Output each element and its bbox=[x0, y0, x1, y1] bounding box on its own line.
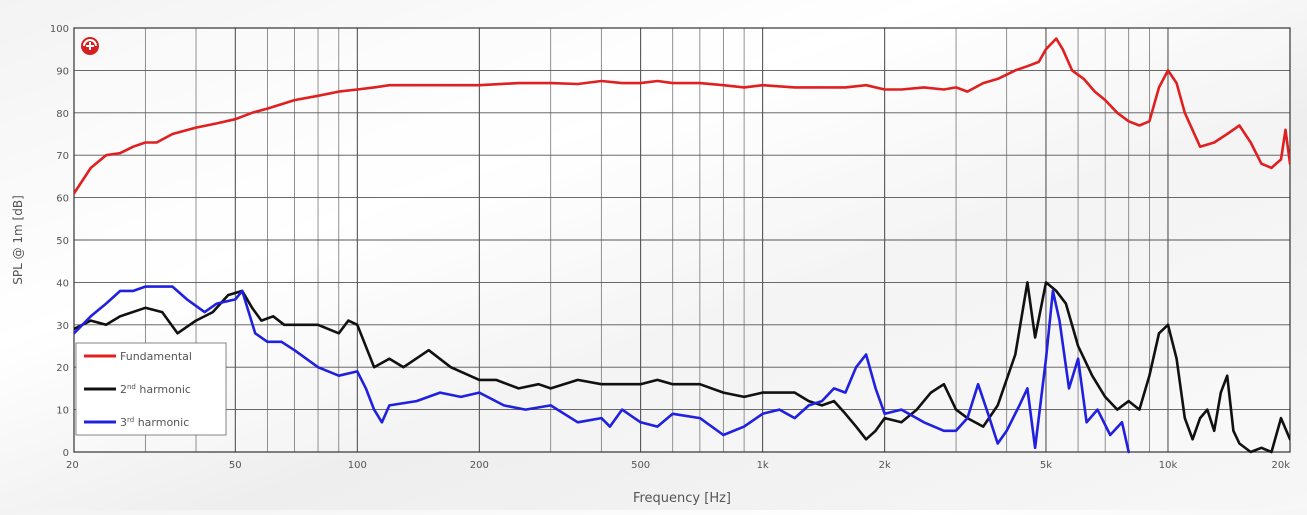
y-tick-labels: 0 10 20 30 40 50 60 70 80 90 100 bbox=[50, 24, 69, 459]
x-tick-label: 5k bbox=[1040, 460, 1052, 471]
x-tick-labels: 20 50 100 200 500 1k 2k 5k 10k 20k bbox=[66, 460, 1290, 471]
y-tick-label: 80 bbox=[56, 109, 69, 120]
x-tick-label: 20k bbox=[1271, 460, 1290, 471]
x-tick-label: 10k bbox=[1159, 460, 1178, 471]
y-tick-label: 90 bbox=[56, 66, 69, 77]
plot-frame bbox=[73, 27, 1291, 453]
y-tick-label: 10 bbox=[56, 406, 69, 417]
legend-label: Fundamental bbox=[120, 350, 192, 363]
x-tick-label: 500 bbox=[631, 460, 650, 471]
y-tick-label: 70 bbox=[56, 151, 69, 162]
y-tick-label: 100 bbox=[50, 24, 69, 35]
series-layer bbox=[74, 37, 1290, 454]
series-line-2 bbox=[74, 281, 1290, 454]
series-line-1 bbox=[74, 37, 1290, 195]
legend-label: 3rd harmonic bbox=[120, 416, 189, 429]
y-tick-label: 60 bbox=[56, 194, 69, 205]
legend-label: 2nd harmonic bbox=[120, 383, 191, 396]
y-tick-label: 50 bbox=[56, 236, 69, 247]
grid bbox=[73, 27, 1291, 453]
y-tick-label: 30 bbox=[56, 321, 69, 332]
x-axis-label: Frequency [Hz] bbox=[633, 491, 731, 506]
x-tick-label: 1k bbox=[757, 460, 769, 471]
y-tick-label: 40 bbox=[56, 278, 69, 289]
y-axis-label: SPL @ 1m [dB] bbox=[11, 195, 25, 285]
brand-logo-icon bbox=[81, 37, 99, 55]
legend: Fundamental 2nd harmonic 3rd harmonic bbox=[75, 342, 227, 436]
x-tick-label: 2k bbox=[879, 460, 891, 471]
y-tick-label: 0 bbox=[63, 448, 69, 459]
y-tick-label: 20 bbox=[56, 363, 69, 374]
series-line-3 bbox=[74, 285, 1130, 454]
x-tick-label: 20 bbox=[66, 460, 79, 471]
x-tick-label: 50 bbox=[229, 460, 242, 471]
x-tick-label: 200 bbox=[470, 460, 489, 471]
x-tick-label: 100 bbox=[348, 460, 367, 471]
